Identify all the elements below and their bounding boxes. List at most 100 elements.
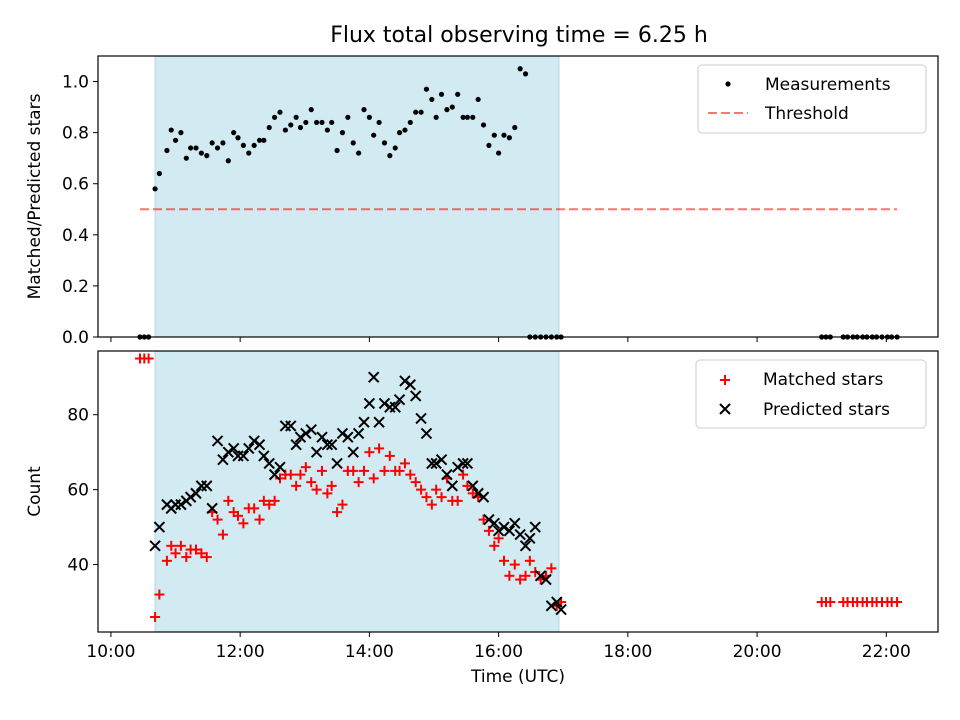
matched-star-point [150, 612, 161, 623]
legend-bottom: Matched stars Predicted stars [695, 359, 927, 429]
predicted-star-point [545, 600, 558, 612]
cross-b [325, 438, 338, 451]
predicted-star-point [540, 573, 552, 586]
matched-star-point [161, 555, 172, 566]
y-axis-label: Matched/Predicted stars [25, 93, 45, 299]
predicted-star-point [426, 457, 438, 470]
predicted-star-point [514, 528, 526, 541]
predicted-star-point [430, 457, 442, 470]
matched-star-point [379, 465, 390, 476]
cross-b [352, 427, 365, 440]
predicted-star-point [243, 442, 255, 455]
cross-b [467, 480, 479, 492]
measurement-point [172, 137, 179, 143]
cross-b [519, 540, 532, 552]
measurement-point [464, 114, 470, 120]
cross-b [430, 457, 442, 470]
measurement-point [480, 122, 487, 128]
cross-b [274, 461, 286, 473]
matched-star-point [394, 465, 405, 476]
matched-star-point [504, 570, 515, 581]
predicted-star-point [389, 401, 401, 413]
axes-frame [97, 350, 939, 633]
legend-label-measurements: Measurements [765, 75, 891, 95]
cross-b [441, 468, 453, 481]
measurement-point [496, 150, 502, 156]
measurement-point [486, 142, 492, 149]
cross-b [268, 468, 281, 481]
cross-b [190, 487, 202, 500]
matched-star-point [196, 548, 207, 559]
measurement-point [522, 71, 529, 77]
matched-star-point [421, 492, 432, 503]
matched-star-point [431, 484, 442, 495]
predicted-star-point [358, 416, 370, 428]
predicted-star-point [488, 517, 501, 530]
predicted-star-point [294, 431, 307, 443]
measurement-point [183, 155, 189, 161]
cross-b [483, 513, 495, 526]
measurement-point [433, 114, 439, 120]
matched-star-point [300, 462, 311, 473]
cross-b [551, 596, 563, 608]
predicted-star-point [268, 468, 281, 481]
legend-top: Measurements Threshold [697, 64, 927, 134]
predicted-star-point [534, 570, 547, 582]
y-tick-label: 1.0 [62, 73, 89, 93]
matched-star-point [238, 518, 249, 529]
measurement-point [361, 107, 367, 113]
measurement-point [329, 119, 335, 126]
cross-b [248, 435, 260, 447]
predicted-star-point [555, 603, 567, 616]
cross-b [367, 371, 380, 383]
matched-star-point [269, 495, 280, 506]
predicted-star-point [285, 420, 297, 432]
predicted-star-point [316, 431, 328, 443]
predicted-star-point [367, 371, 380, 383]
predicted-star-point [551, 596, 563, 608]
predicted-star-point [153, 521, 166, 533]
measurement-point [506, 135, 512, 141]
cross-b [358, 416, 370, 428]
matched-star-point [452, 495, 463, 506]
matched-star-point [416, 484, 427, 495]
panel-count: 40 60 80 10:00 12:00 14:00 16:00 18:00 20:00 22:0… [25, 350, 939, 687]
legend-box [695, 359, 927, 429]
matched-star-point [322, 488, 333, 499]
cross-b [347, 446, 359, 458]
matched-star-point [275, 473, 285, 484]
cross-b [206, 502, 218, 515]
cross-b [253, 438, 266, 451]
legend-label-threshold: Threshold [764, 104, 849, 124]
matched-star-point [181, 552, 192, 563]
y-tick-label: 0.2 [62, 277, 89, 297]
measurement-point [319, 119, 325, 126]
cross-b [719, 403, 731, 415]
predicted-star-point [217, 453, 229, 466]
predicted-star-point [206, 502, 218, 515]
cross-b [426, 457, 438, 470]
cross-b [393, 393, 406, 406]
predicted-star-point [300, 427, 312, 440]
cross-b [472, 487, 484, 500]
measurement-point [235, 135, 241, 141]
predicted-star-point [441, 468, 453, 481]
matched-star-point [291, 480, 302, 491]
cross-b [153, 521, 166, 533]
predicted-star-point [305, 423, 317, 436]
cross-b [540, 573, 552, 586]
predicted-star-point [201, 480, 213, 492]
predicted-star-point [184, 491, 197, 503]
measurement-point [198, 150, 204, 156]
measurement-point [339, 130, 346, 136]
cross-b [498, 521, 510, 533]
cross-b [409, 390, 422, 402]
cross-b [477, 491, 490, 503]
measurement-point [429, 96, 435, 103]
cross-b [503, 525, 516, 537]
matched-star-point [467, 488, 478, 499]
matched-star-point [410, 477, 421, 488]
predicted-star-point [253, 438, 266, 451]
x-tick-label: 14:00 [345, 642, 394, 662]
matched-star-point [311, 484, 322, 495]
